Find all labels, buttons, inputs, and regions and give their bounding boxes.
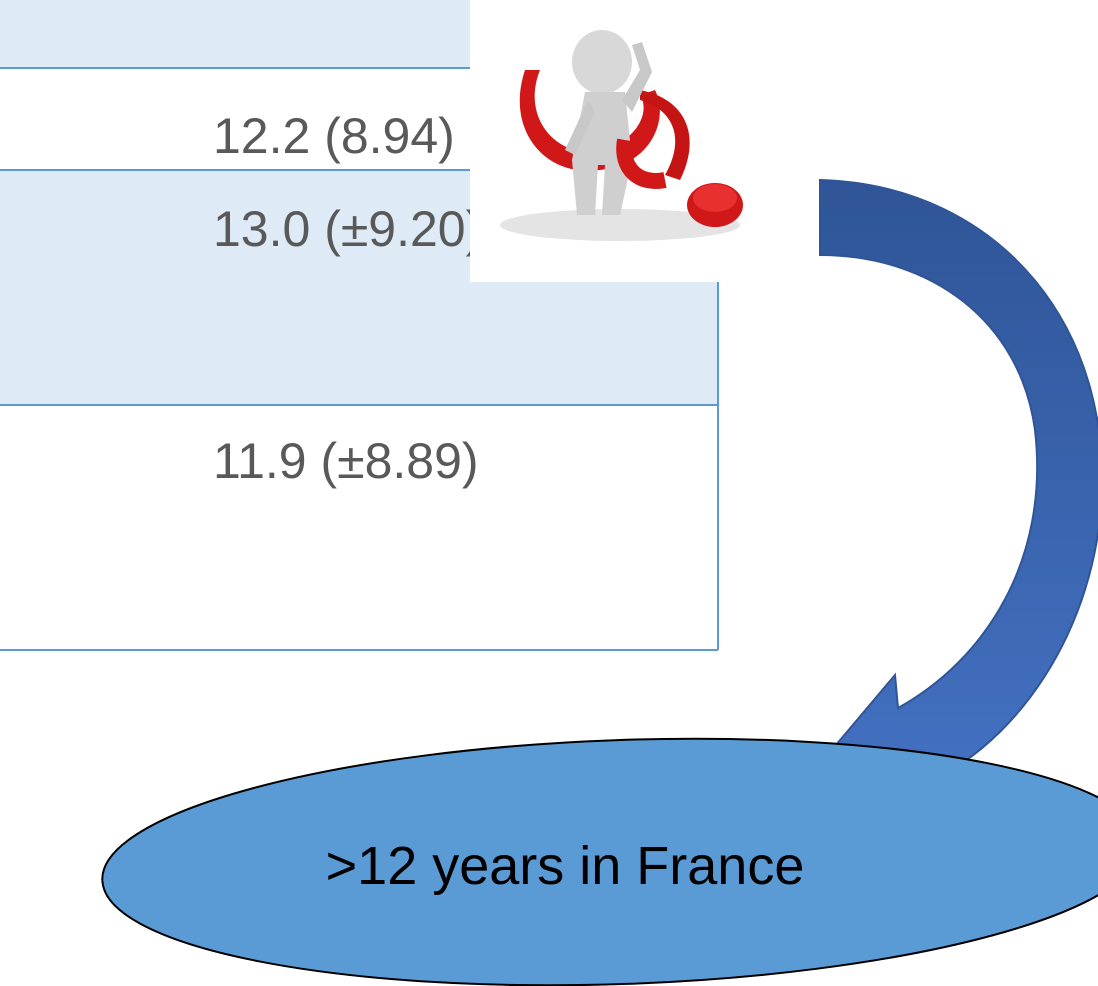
cell-text: 13.0 (±9.20) [213, 201, 482, 257]
cell-text: 11.9 (±8.89) [213, 433, 479, 489]
slide: 12.2 (8.94) 13.0 (±9.20) 11.9 (±8.89) >1… [0, 0, 1098, 986]
cell-text: 12.2 (8.94) [213, 108, 455, 164]
curved-arrow [820, 180, 1098, 818]
question-figure [470, 0, 770, 282]
page: {"table": {"rows": [["12.2 (8.94)"], ["1… [0, 0, 1098, 986]
ellipse-label: >12 years in France [326, 836, 805, 896]
